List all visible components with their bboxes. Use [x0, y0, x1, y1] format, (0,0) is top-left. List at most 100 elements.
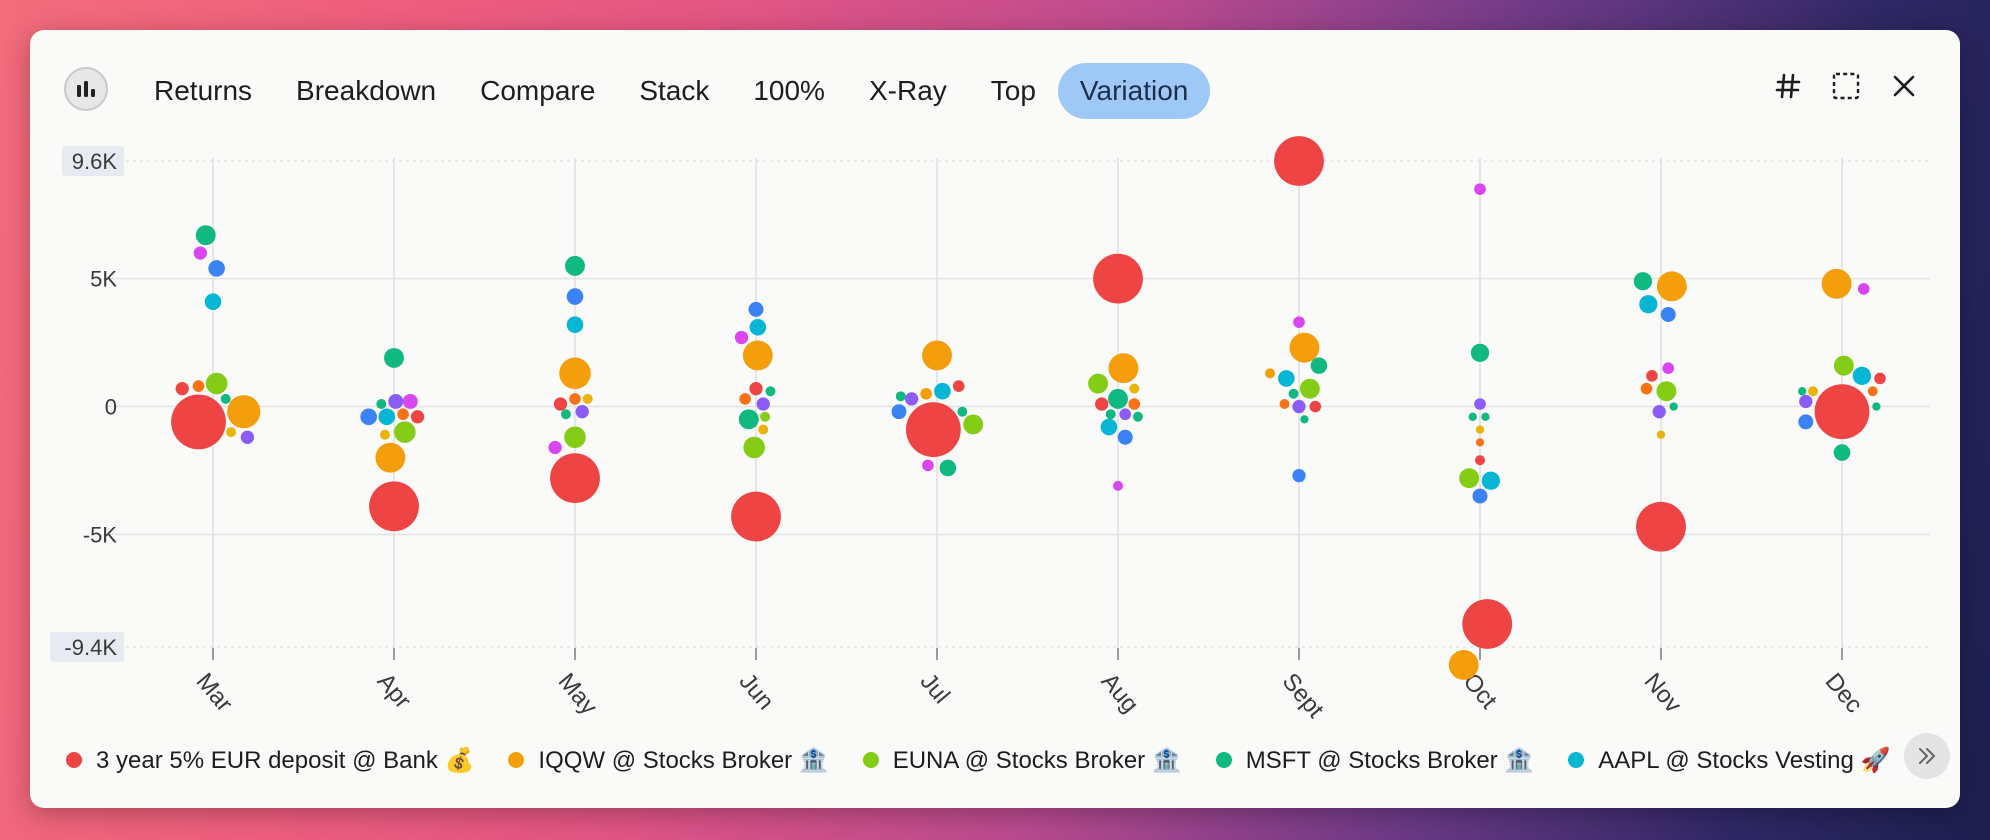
legend-item[interactable]: 3 year 5% EUR deposit @ Bank 💰 [66, 746, 474, 775]
data-point[interactable] [1093, 253, 1143, 304]
data-point[interactable] [376, 399, 387, 409]
data-point[interactable] [957, 406, 968, 417]
data-point[interactable] [1821, 268, 1852, 299]
data-point[interactable] [1108, 353, 1139, 384]
data-point[interactable] [378, 408, 396, 426]
data-point[interactable] [905, 402, 961, 457]
data-point[interactable] [569, 393, 581, 405]
data-point[interactable] [559, 357, 591, 390]
data-point[interactable] [193, 246, 207, 260]
data-point[interactable] [410, 410, 425, 424]
tab-breakdown[interactable]: Breakdown [296, 75, 437, 106]
data-point[interactable] [195, 225, 216, 246]
data-point[interactable] [1662, 362, 1675, 374]
data-point[interactable] [1448, 649, 1479, 680]
data-point[interactable] [748, 301, 764, 317]
data-point[interactable] [1656, 381, 1677, 402]
data-point[interactable] [1105, 409, 1116, 420]
data-point[interactable] [731, 491, 781, 542]
data-point[interactable] [205, 372, 228, 395]
data-point[interactable] [922, 459, 934, 472]
legend-item[interactable]: IQQW @ Stocks Broker 🏦 [508, 746, 829, 775]
data-point[interactable] [227, 395, 261, 429]
data-point[interactable] [379, 429, 390, 440]
data-point[interactable] [749, 318, 767, 336]
data-point[interactable] [1660, 307, 1676, 322]
data-point[interactable] [375, 442, 406, 473]
data-point[interactable] [1279, 399, 1290, 409]
data-point[interactable] [1292, 468, 1306, 483]
data-point[interactable] [1100, 418, 1118, 436]
data-point[interactable] [1481, 412, 1490, 421]
chart-type-button[interactable] [64, 67, 108, 111]
data-point[interactable] [1119, 408, 1132, 421]
data-point[interactable] [1300, 415, 1309, 424]
data-point[interactable] [220, 393, 231, 404]
data-point[interactable] [1265, 368, 1276, 379]
data-point[interactable] [1639, 295, 1658, 314]
data-point[interactable] [208, 260, 225, 277]
data-point[interactable] [553, 397, 568, 411]
data-point[interactable] [765, 386, 776, 397]
data-point[interactable] [1299, 378, 1320, 399]
data-point[interactable] [1310, 357, 1328, 374]
data-point[interactable] [734, 330, 749, 345]
legend-item[interactable]: EUNA @ Stocks Broker 🏦 [862, 746, 1182, 775]
data-point[interactable] [1475, 455, 1485, 466]
data-point[interactable] [548, 440, 562, 455]
data-point[interactable] [394, 421, 416, 443]
data-point[interactable] [1633, 272, 1653, 291]
data-point[interactable] [739, 393, 751, 405]
data-point[interactable] [1814, 384, 1870, 440]
data-point[interactable] [575, 405, 589, 419]
data-point[interactable] [1462, 599, 1513, 649]
data-point[interactable] [204, 293, 222, 310]
data-point[interactable] [1128, 398, 1141, 410]
data-point[interactable] [565, 255, 585, 276]
data-point[interactable] [1288, 388, 1299, 399]
data-point[interactable] [905, 392, 919, 406]
data-point[interactable] [1095, 397, 1109, 411]
data-point[interactable] [550, 453, 600, 504]
data-point[interactable] [749, 382, 763, 396]
data-point[interactable] [1132, 411, 1143, 422]
data-point[interactable] [1459, 468, 1480, 489]
legend-item[interactable]: AAPL @ Stocks Vesting 🚀 [1568, 746, 1890, 775]
data-point[interactable] [1481, 471, 1500, 490]
tab-compare[interactable]: Compare [480, 75, 596, 106]
data-point[interactable] [1852, 366, 1872, 385]
tab-stack[interactable]: Stack [639, 75, 710, 106]
data-point[interactable] [1292, 399, 1306, 414]
data-point[interactable] [240, 430, 255, 444]
data-point[interactable] [1652, 405, 1666, 419]
data-point[interactable] [1475, 438, 1485, 447]
data-point[interactable] [1798, 387, 1807, 396]
data-point[interactable] [566, 316, 584, 334]
data-point[interactable] [1874, 372, 1886, 385]
data-point[interactable] [939, 459, 957, 477]
tab-x-ray[interactable]: X-Ray [868, 75, 947, 106]
data-point[interactable] [192, 380, 205, 392]
data-point[interactable] [1636, 501, 1686, 552]
data-point[interactable] [1088, 373, 1109, 394]
data-point[interactable] [1808, 386, 1819, 397]
data-point[interactable] [388, 393, 404, 409]
data-point[interactable] [1289, 332, 1320, 363]
data-point[interactable] [952, 380, 965, 392]
legend-scroll-button[interactable] [1904, 733, 1950, 779]
data-point[interactable] [1833, 444, 1851, 461]
data-point[interactable] [1129, 383, 1140, 394]
data-point[interactable] [1274, 136, 1324, 186]
data-point[interactable] [1799, 394, 1813, 409]
data-point[interactable] [560, 409, 571, 420]
data-point[interactable] [756, 397, 770, 411]
data-point[interactable] [384, 347, 404, 368]
data-point[interactable] [1108, 388, 1128, 409]
data-point[interactable] [1474, 398, 1486, 410]
data-point[interactable] [922, 340, 952, 371]
data-point[interactable] [963, 414, 984, 435]
tab-top[interactable]: Top [990, 75, 1036, 106]
data-point[interactable] [1656, 430, 1666, 439]
data-point[interactable] [1646, 370, 1658, 382]
data-point[interactable] [1117, 429, 1133, 445]
